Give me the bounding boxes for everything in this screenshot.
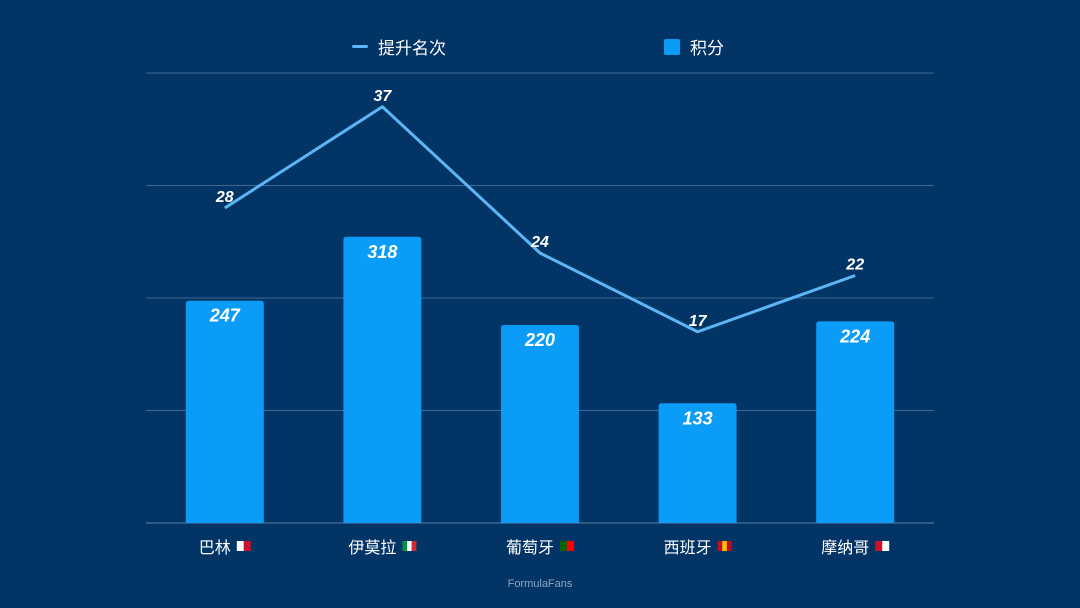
bar	[185, 300, 264, 523]
flag-icon	[402, 541, 408, 551]
flag-icon	[717, 541, 723, 551]
flag-icon	[875, 541, 883, 551]
x-tick-label: 摩纳哥	[821, 538, 869, 557]
line-data-label: 22	[845, 257, 864, 274]
flag-icon	[236, 541, 244, 551]
legend-line-label: 提升名次	[378, 39, 446, 59]
bar-data-label: 318	[367, 242, 397, 262]
legend-bar-label: 积分	[690, 39, 724, 59]
line-data-label: 17	[689, 313, 708, 330]
flag-icon	[411, 541, 417, 551]
x-tick-label: 葡萄牙	[506, 538, 554, 557]
line-data-label: 28	[215, 189, 234, 206]
x-tick-label: 西班牙	[664, 538, 712, 557]
legend-bar[interactable]: 积分	[664, 34, 724, 59]
line-data-label: 37	[374, 88, 393, 105]
bar-data-label: 224	[839, 326, 870, 346]
legend-bar-swatch	[664, 38, 680, 55]
flag-icon	[882, 541, 890, 551]
bar	[343, 236, 422, 524]
flag-icon	[243, 541, 251, 551]
bar-data-label: 247	[209, 306, 241, 326]
line-data-label: 24	[530, 234, 549, 251]
x-tick-label: 巴林	[199, 538, 231, 557]
bar-data-label: 220	[524, 330, 555, 350]
flag-icon	[722, 541, 727, 551]
line-series	[223, 105, 856, 334]
flag-icon	[567, 541, 575, 551]
bar-data-label: 133	[683, 408, 713, 428]
flag-icon	[726, 541, 732, 551]
bar	[658, 403, 737, 523]
flag-icon	[560, 541, 568, 551]
footer-watermark: FormulaFans	[507, 578, 573, 590]
bar	[501, 325, 579, 523]
bar	[816, 321, 895, 523]
legend-line-swatch	[352, 45, 368, 48]
x-tick-label: 伊莫拉	[348, 538, 396, 557]
legend-line[interactable]: 提升名次	[352, 34, 446, 59]
flag-icon	[407, 541, 412, 551]
